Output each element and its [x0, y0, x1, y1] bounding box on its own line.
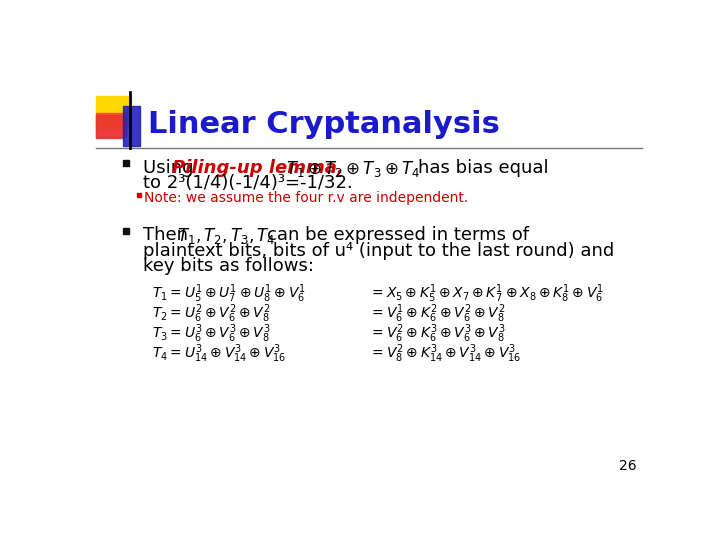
Text: $T_1 = U_5^1 \oplus U_7^1 \oplus U_8^1 \oplus V_6^1$: $T_1 = U_5^1 \oplus U_7^1 \oplus U_8^1 \… — [152, 282, 306, 305]
FancyBboxPatch shape — [96, 115, 123, 138]
Text: $= X_5 \oplus K_5^1 \oplus X_7 \oplus K_7^1 \oplus X_8 \oplus K_8^1 \oplus V_6^1: $= X_5 \oplus K_5^1 \oplus X_7 \oplus K_… — [369, 282, 604, 305]
Bar — [96, 96, 131, 128]
Text: Using: Using — [143, 159, 199, 177]
Text: $T_1 \oplus T_2 \oplus T_3 \oplus T_4$: $T_1 \oplus T_2 \oplus T_3 \oplus T_4$ — [286, 159, 420, 179]
Text: $T_4 = U_{14}^3 \oplus V_{14}^3 \oplus V_{16}^3$: $T_4 = U_{14}^3 \oplus V_{14}^3 \oplus V… — [152, 342, 287, 364]
Text: to 2³(1/4)(-1/4)³=-1/32.: to 2³(1/4)(-1/4)³=-1/32. — [143, 174, 353, 192]
Bar — [96, 112, 126, 137]
Text: $= V_8^2 \oplus K_{14}^3 \oplus V_{14}^3 \oplus V_{16}^3$: $= V_8^2 \oplus K_{14}^3 \oplus V_{14}^3… — [369, 342, 521, 364]
Text: plaintext bits, bits of u⁴ (input to the last round) and: plaintext bits, bits of u⁴ (input to the… — [143, 242, 614, 260]
Text: Piling-up lemma,: Piling-up lemma, — [172, 159, 344, 177]
Text: $T_3 = U_6^3 \oplus V_6^3 \oplus V_8^3$: $T_3 = U_6^3 \oplus V_6^3 \oplus V_8^3$ — [152, 322, 271, 345]
Text: $= V_6^1 \oplus K_6^2 \oplus V_6^2 \oplus V_8^2$: $= V_6^1 \oplus K_6^2 \oplus V_6^2 \oplu… — [369, 302, 505, 325]
Bar — [122, 228, 129, 234]
Text: $T_1, T_2, T_3, T_4$: $T_1, T_2, T_3, T_4$ — [177, 226, 275, 246]
Text: key bits as follows:: key bits as follows: — [143, 257, 314, 275]
Bar — [137, 193, 141, 197]
Bar — [122, 159, 129, 166]
Text: 26: 26 — [618, 459, 636, 473]
Bar — [122, 106, 140, 146]
Text: Linear Cryptanalysis: Linear Cryptanalysis — [148, 110, 500, 139]
Text: $= V_6^2 \oplus K_6^3 \oplus V_6^3 \oplus V_8^3$: $= V_6^2 \oplus K_6^3 \oplus V_6^3 \oplu… — [369, 322, 505, 345]
Text: Then: Then — [143, 226, 199, 245]
Text: $T_2 = U_6^2 \oplus V_6^2 \oplus V_8^2$: $T_2 = U_6^2 \oplus V_6^2 \oplus V_8^2$ — [152, 302, 271, 325]
Text: has bias equal: has bias equal — [418, 159, 549, 177]
Text: can be expressed in terms of: can be expressed in terms of — [266, 226, 528, 245]
Text: Note: we assume the four r.v are independent.: Note: we assume the four r.v are indepen… — [144, 191, 469, 205]
